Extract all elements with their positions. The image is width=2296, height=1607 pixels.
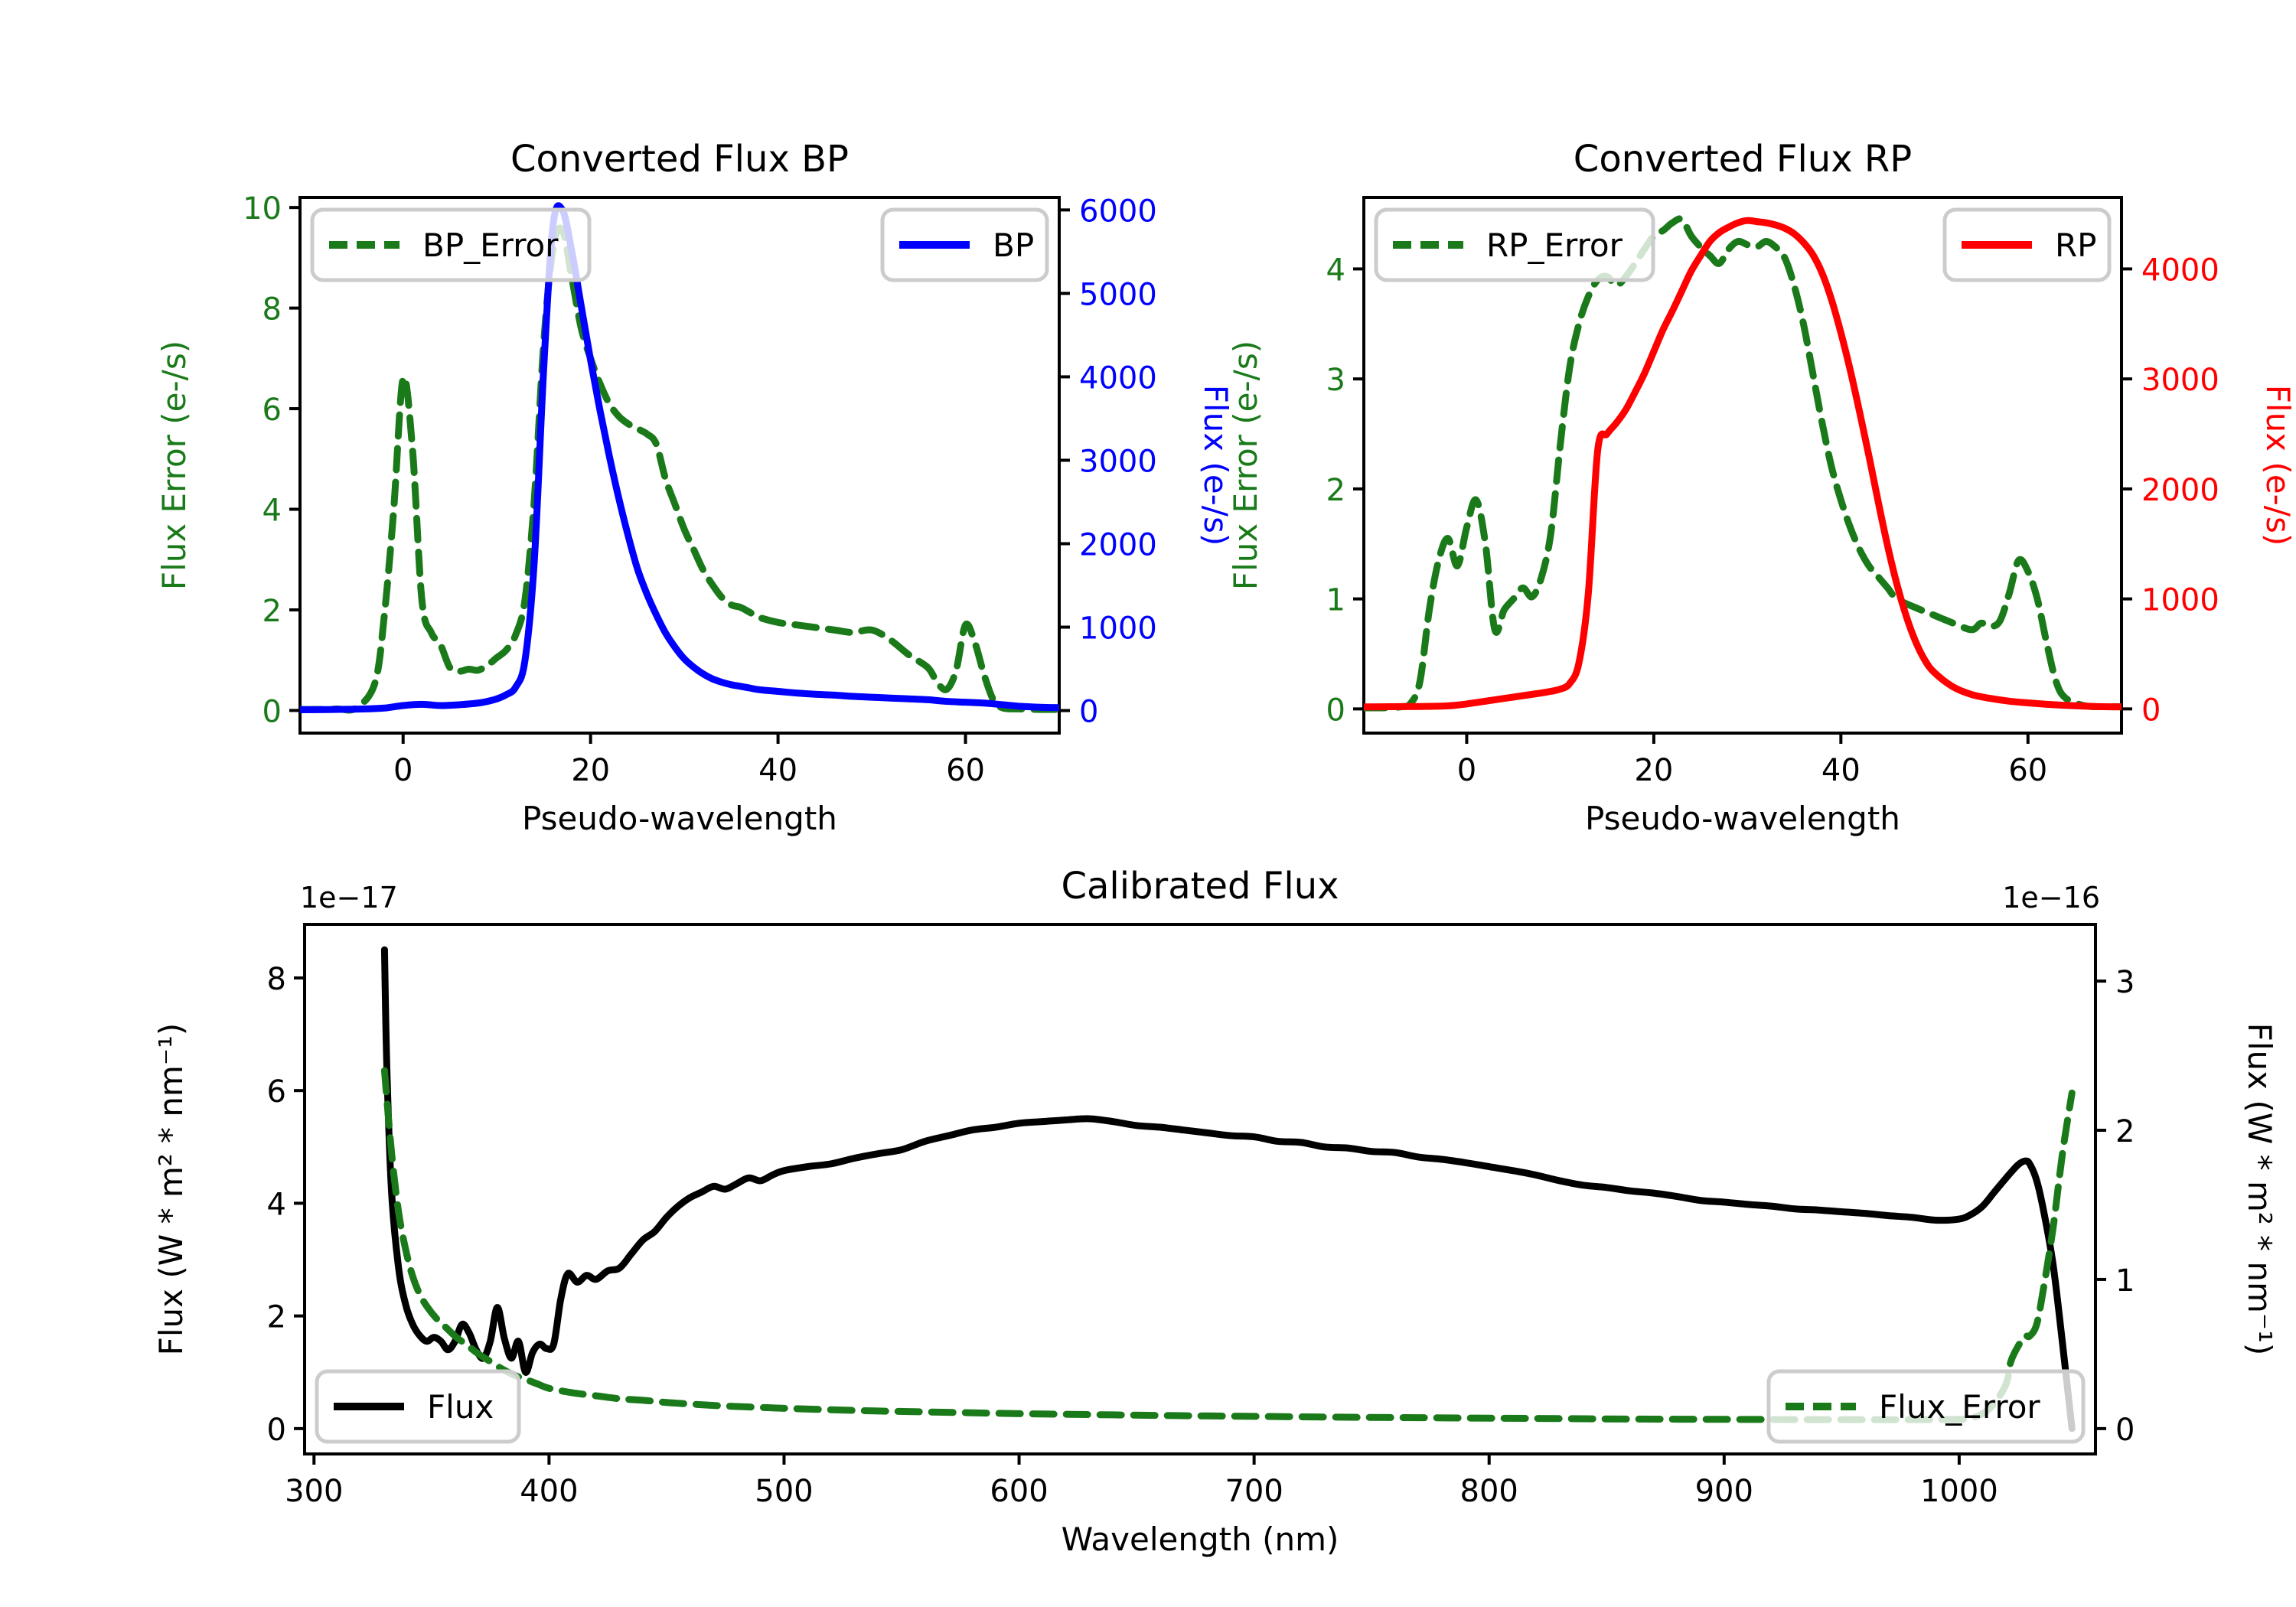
axes-frame-bp: [298, 196, 1061, 735]
x-tick-label: 800: [1460, 1474, 1518, 1509]
y-left-axis-label: Flux Error (e-/s): [155, 341, 193, 590]
x-tick-label: 60: [946, 753, 985, 788]
panel-title: Converted Flux BP: [510, 138, 849, 181]
x-tick-label: 500: [755, 1474, 813, 1509]
x-tick-label: 0: [1457, 753, 1476, 788]
x-axis-label: Wavelength (nm): [1062, 1521, 1339, 1558]
y-right-tick-label: 5000: [1079, 277, 1157, 312]
legend-rp_error: RP_Error: [1374, 207, 1655, 282]
y-left-axis-label: Flux (W * m² * nm⁻¹): [152, 1023, 190, 1356]
y-right-tick-label: 1000: [1079, 611, 1157, 647]
x-tick-label: 40: [758, 753, 797, 788]
y-right-tick-label: 3: [2115, 965, 2135, 1000]
x-tick-label: 40: [1821, 753, 1861, 788]
plot-area-rp: [1364, 215, 2122, 712]
y-left-tick-label: 4: [267, 1187, 286, 1222]
panel-title: Calibrated Flux: [1061, 865, 1339, 908]
series-bp: [300, 202, 1059, 713]
y-left-tick-label: 8: [267, 962, 286, 997]
y-right-tick-label: 1: [2115, 1263, 2135, 1299]
x-tick-label: 20: [1634, 753, 1673, 788]
panel-bp: 0 20 40 60 Pseudo-wavelength 0 2 4 6 8 10 0 1000 2000…: [155, 138, 1234, 837]
legend-flux: Flux: [315, 1369, 521, 1444]
x-tick-label: 400: [520, 1474, 578, 1509]
series-rp: [1364, 217, 2122, 711]
y-right-tick-label: 4000: [1079, 360, 1157, 396]
y-left-tick-label: 2: [1326, 473, 1345, 508]
legend-flux_error: Flux_Error: [1766, 1369, 2086, 1444]
legend-label: BP: [993, 227, 1034, 264]
legend-rp: RP: [1942, 207, 2112, 282]
y-right-tick-label: 2000: [1079, 527, 1157, 562]
y-right-tick-label: 0: [1079, 695, 1098, 730]
y-right-axis-label: Flux (e-/s): [2259, 385, 2296, 546]
x-axis-label: Pseudo-wavelength: [522, 800, 837, 837]
y-right-tick-label: 6000: [1079, 194, 1157, 229]
legend-bp: BP: [880, 207, 1049, 282]
x-tick-label: 600: [990, 1474, 1048, 1509]
legend-label: Flux: [427, 1388, 494, 1426]
x-tick-label: 20: [571, 753, 610, 788]
x-axis-label: Pseudo-wavelength: [1585, 800, 1900, 837]
y-right-tick-label: 0: [2141, 693, 2161, 728]
x-tick-label: 1000: [1920, 1474, 1998, 1509]
axes-frame-calibrated: [303, 923, 2097, 1455]
legend-label: RP_Error: [1486, 227, 1623, 264]
legend-box: [310, 207, 592, 282]
y-left-axis-label: Flux Error (e-/s): [1227, 341, 1264, 590]
y-right-axis-label: Flux (e-/s): [1197, 385, 1234, 546]
x-tick-label: 700: [1225, 1474, 1283, 1509]
panel-rp: 0 20 40 60Pseudo-wavelength0123401000200030…: [1227, 138, 2296, 837]
y-left-tick-label: 0: [267, 1413, 286, 1448]
plot-area-bp: [300, 202, 1059, 714]
y-left-tick-label: 2: [267, 1300, 286, 1335]
legend-box: [1374, 207, 1655, 282]
y-left-tick-label: 6: [263, 393, 282, 428]
y-left-tick-label: 2: [263, 594, 282, 629]
legend-label: RP: [2055, 227, 2097, 264]
y-left-tick-label: 10: [243, 191, 282, 227]
y-right-tick-label: 1000: [2141, 583, 2219, 618]
y-left-tick-label: 3: [1326, 363, 1345, 398]
legend-label: Flux_Error: [1879, 1388, 2040, 1426]
y-left-tick-label: 6: [267, 1074, 286, 1110]
left-offset-label: 1e−17: [300, 881, 398, 914]
y-left-tick-label: 4: [263, 494, 282, 529]
plot-area-calibrated: [380, 946, 2076, 1433]
series-flux: [380, 946, 2076, 1433]
legend-label: BP_Error: [422, 227, 559, 264]
x-tick-label: 60: [2008, 753, 2047, 788]
x-tick-label: 300: [285, 1474, 343, 1509]
y-left-tick-label: 4: [1326, 253, 1345, 288]
legend-box: [315, 1369, 521, 1444]
y-left-tick-label: 0: [263, 694, 282, 729]
y-right-tick-label: 3000: [1079, 444, 1157, 479]
y-right-tick-label: 2000: [2141, 473, 2219, 508]
axes-frame-rp: [1362, 196, 2123, 735]
legend-bp_error: BP_Error: [310, 207, 592, 282]
y-right-axis-label: Flux (W * m² * nm⁻¹): [2241, 1023, 2278, 1356]
x-tick-label: 0: [393, 753, 413, 788]
y-right-tick-label: 3000: [2141, 363, 2219, 398]
y-left-tick-label: 8: [263, 292, 282, 328]
y-right-tick-label: 2: [2115, 1114, 2135, 1149]
right-offset-label: 1e−16: [2002, 881, 2100, 914]
series-bp_error: [300, 224, 1059, 714]
panel-title: Converted Flux RP: [1574, 138, 1912, 181]
x-tick-label: 900: [1695, 1474, 1753, 1509]
y-right-tick-label: 4000: [2141, 253, 2219, 288]
y-left-tick-label: 1: [1326, 583, 1345, 618]
y-left-tick-label: 0: [1326, 693, 1345, 728]
y-right-tick-label: 0: [2115, 1413, 2135, 1448]
series-rp_error: [1364, 215, 2122, 712]
legend-box: [1766, 1369, 2086, 1444]
